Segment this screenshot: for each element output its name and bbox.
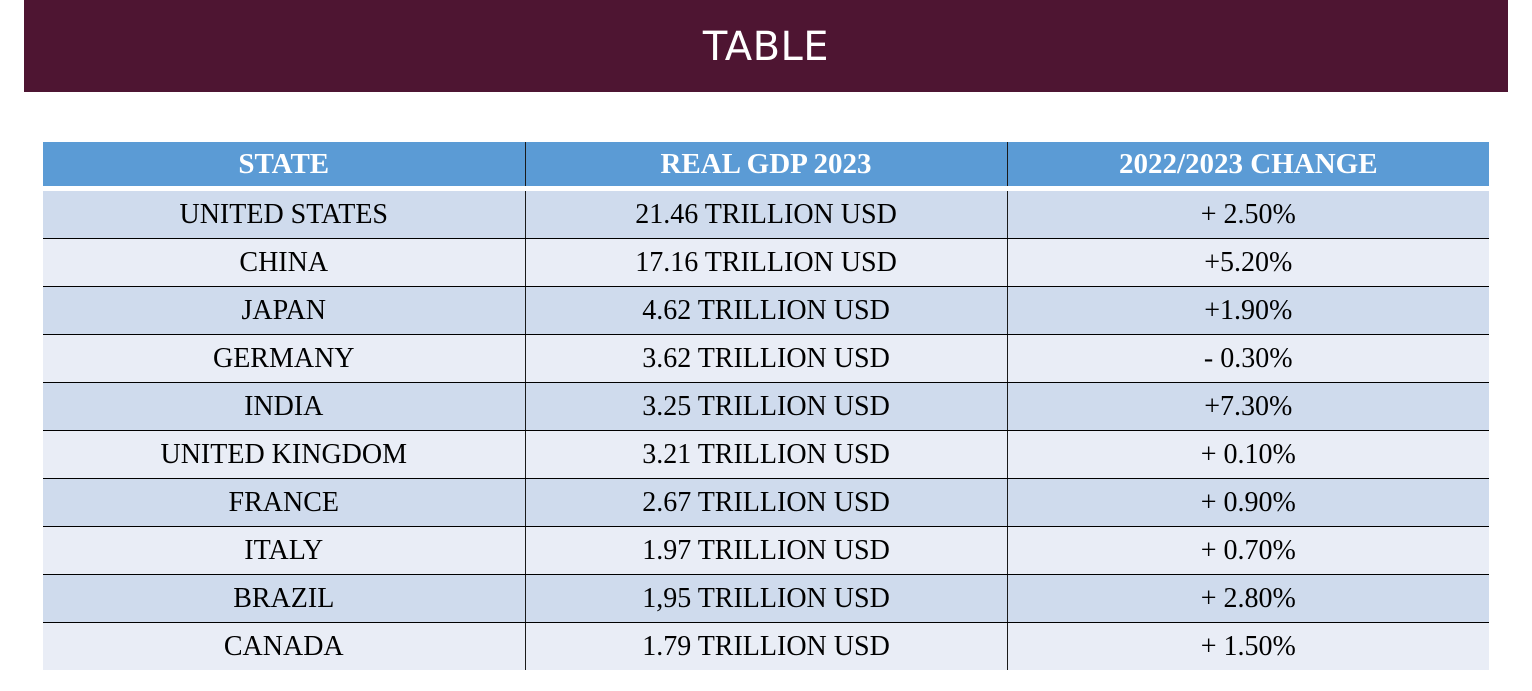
table-row: CANADA 1.79 TRILLION USD + 1.50% — [43, 622, 1489, 670]
gdp-cell: 1.97 TRILLION USD — [524, 526, 1007, 575]
table-row: FRANCE 2.67 TRILLION USD + 0.90% — [43, 478, 1489, 527]
table-row: GERMANY 3.62 TRILLION USD - 0.30% — [43, 334, 1489, 383]
change-cell: - 0.30% — [1006, 334, 1489, 383]
change-cell: + 0.10% — [1006, 430, 1489, 479]
change-cell: +1.90% — [1006, 286, 1489, 335]
table-row: BRAZIL 1,95 TRILLION USD + 2.80% — [43, 574, 1489, 623]
gdp-cell: 17.16 TRILLION USD — [524, 238, 1007, 287]
state-cell: FRANCE — [43, 478, 525, 527]
gdp-cell: 3.25 TRILLION USD — [524, 382, 1007, 431]
change-cell: + 1.50% — [1006, 622, 1489, 670]
change-cell: + 0.90% — [1006, 478, 1489, 527]
state-cell: GERMANY — [43, 334, 525, 383]
table-header-row: STATE REAL GDP 2023 2022/2023 CHANGE — [43, 142, 1489, 191]
table-row: CHINA 17.16 TRILLION USD +5.20% — [43, 238, 1489, 287]
state-cell: ITALY — [43, 526, 525, 575]
state-cell: UNITED KINGDOM — [43, 430, 525, 479]
table-row: UNITED KINGDOM 3.21 TRILLION USD + 0.10% — [43, 430, 1489, 479]
table-row: ITALY 1.97 TRILLION USD + 0.70% — [43, 526, 1489, 575]
column-header-state: STATE — [43, 142, 525, 191]
gdp-cell: 2.67 TRILLION USD — [524, 478, 1007, 527]
state-cell: CHINA — [43, 238, 525, 287]
state-cell: INDIA — [43, 382, 525, 431]
gdp-cell: 1,95 TRILLION USD — [524, 574, 1007, 623]
state-cell: UNITED STATES — [43, 188, 525, 239]
column-header-change: 2022/2023 CHANGE — [1006, 142, 1489, 191]
gdp-cell: 3.21 TRILLION USD — [524, 430, 1007, 479]
gdp-cell: 1.79 TRILLION USD — [524, 622, 1007, 670]
change-cell: + 2.50% — [1006, 188, 1489, 239]
title-bar: TABLE — [24, 0, 1508, 92]
gdp-cell: 4.62 TRILLION USD — [524, 286, 1007, 335]
table-row: INDIA 3.25 TRILLION USD +7.30% — [43, 382, 1489, 431]
table-row: UNITED STATES 21.46 TRILLION USD + 2.50% — [43, 188, 1489, 239]
gdp-cell: 21.46 TRILLION USD — [524, 188, 1007, 239]
column-header-real-gdp: REAL GDP 2023 — [524, 142, 1007, 191]
change-cell: + 2.80% — [1006, 574, 1489, 623]
state-cell: JAPAN — [43, 286, 525, 335]
gdp-cell: 3.62 TRILLION USD — [524, 334, 1007, 383]
gdp-table: STATE REAL GDP 2023 2022/2023 CHANGE UNI… — [43, 142, 1489, 670]
change-cell: + 0.70% — [1006, 526, 1489, 575]
state-cell: BRAZIL — [43, 574, 525, 623]
change-cell: +5.20% — [1006, 238, 1489, 287]
state-cell: CANADA — [43, 622, 525, 670]
change-cell: +7.30% — [1006, 382, 1489, 431]
table-row: JAPAN 4.62 TRILLION USD +1.90% — [43, 286, 1489, 335]
page-title: TABLE — [702, 24, 830, 70]
